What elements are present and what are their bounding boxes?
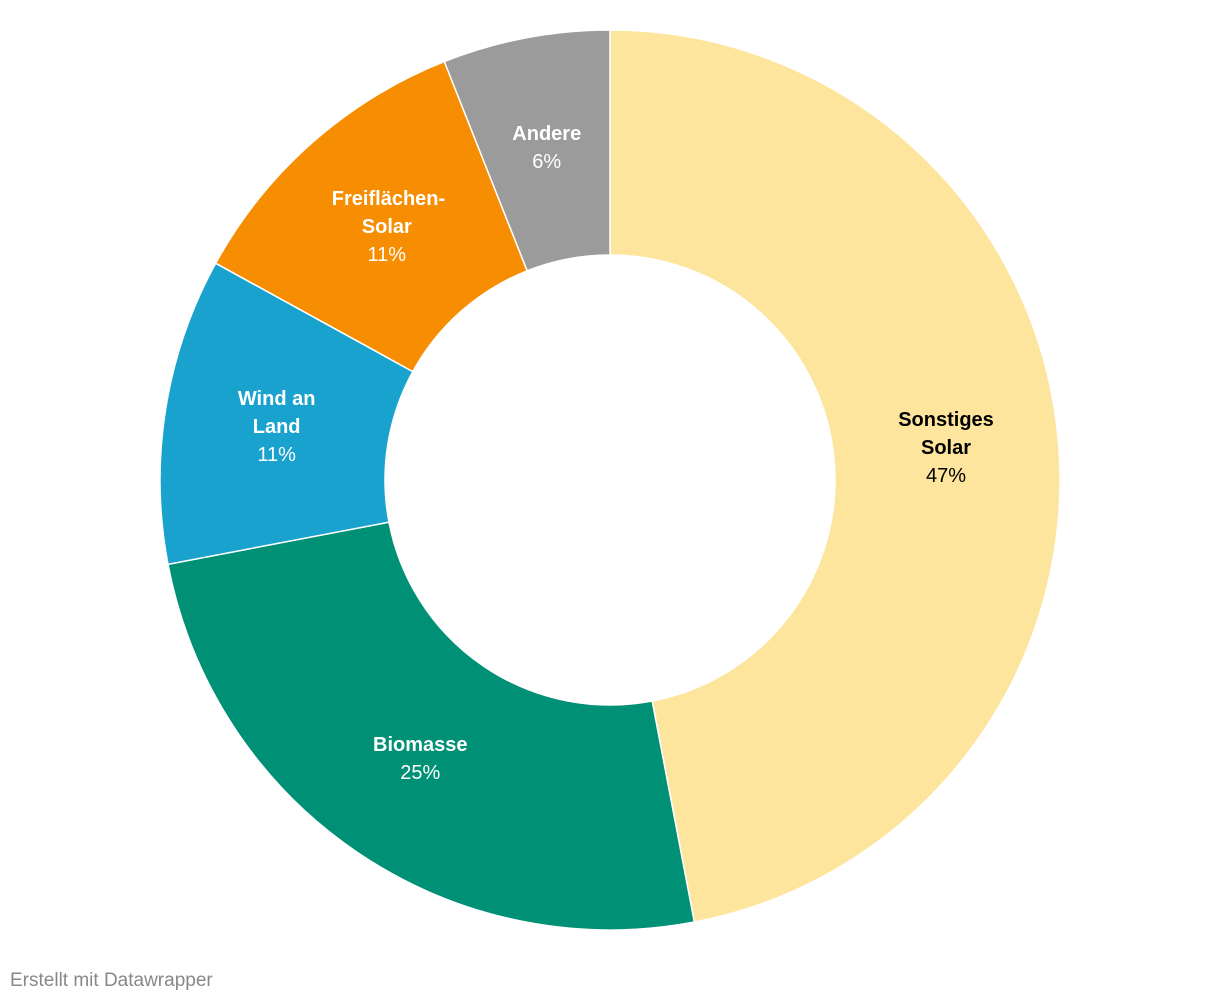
footer: Erstellt mit Datawrapper <box>10 970 213 991</box>
slice <box>159 262 414 566</box>
slice <box>167 521 696 931</box>
category-label: Wind an Land <box>237 388 316 439</box>
slice <box>214 60 529 373</box>
slice <box>609 29 1061 923</box>
value-label: 11% <box>257 444 296 467</box>
slice-label: Biomasse 25% <box>365 731 475 787</box>
value-label: 47% <box>925 465 967 488</box>
slice <box>443 29 611 272</box>
category-label: Biomasse <box>373 734 468 757</box>
category-label: Freiflächen-Solar <box>331 187 446 238</box>
slice-label: Wind an Land 11% <box>222 385 332 469</box>
slice-label: Sonstiges Solar 47% <box>891 406 1001 490</box>
value-label: 25% <box>400 762 441 785</box>
value-label: 6% <box>532 151 562 174</box>
category-label: Sonstiges Solar <box>898 409 994 460</box>
category-label: Andere <box>512 123 582 146</box>
value-label: 11% <box>367 243 407 266</box>
slice-label: Andere 6% <box>492 120 602 176</box>
slice-label: Freiflächen-Solar 11% <box>331 185 446 269</box>
